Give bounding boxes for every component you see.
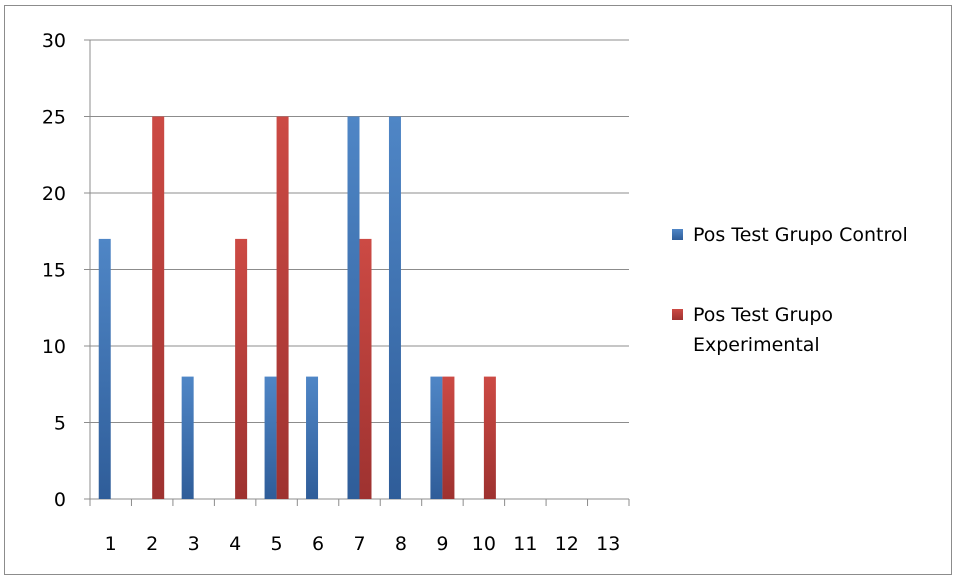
bar-experimental-4 (235, 238, 248, 499)
y-tick-label: 30 (42, 30, 66, 52)
y-tick-label: 0 (54, 489, 66, 511)
bar-experimental-10 (483, 376, 496, 499)
y-tick-label: 15 (42, 260, 66, 282)
legend-label-experimental: Experimental (693, 334, 820, 356)
bar-control-9 (430, 376, 443, 499)
x-tick-label: 12 (555, 533, 579, 555)
x-tick-label: 8 (395, 533, 407, 555)
bar-control-8 (388, 116, 401, 499)
x-tick-label: 9 (436, 533, 448, 555)
legend-label-experimental: Pos Test Grupo (693, 304, 833, 326)
y-tick-label: 10 (42, 336, 66, 358)
bars (98, 116, 496, 499)
legend-label-control: Pos Test Grupo Control (693, 224, 908, 246)
bar-control-1 (98, 238, 111, 499)
bar-control-3 (181, 376, 194, 499)
bar-experimental-7 (359, 238, 372, 499)
y-tick-label: 20 (42, 183, 66, 205)
x-tick-label: 4 (229, 533, 241, 555)
x-tick-label: 7 (353, 533, 365, 555)
legend-swatch-control (672, 229, 683, 240)
bar-experimental-2 (152, 116, 165, 499)
x-tick-label: 1 (105, 533, 117, 555)
y-tick-label: 25 (42, 107, 66, 129)
x-tick-label: 3 (188, 533, 200, 555)
bar-experimental-5 (276, 116, 289, 499)
bar-control-5 (264, 376, 277, 499)
y-tick-label: 5 (54, 413, 66, 435)
bar-control-6 (306, 376, 319, 499)
x-tick-label: 13 (596, 533, 620, 555)
legend: Pos Test Grupo Control Pos Test Grupo Expe… (672, 224, 908, 356)
x-tick-label: 11 (513, 533, 537, 555)
x-tick-label: 10 (472, 533, 496, 555)
bar-experimental-9 (442, 376, 455, 499)
legend-swatch-experimental (672, 309, 683, 320)
x-tick-label: 2 (146, 533, 158, 555)
bar-control-7 (347, 116, 360, 499)
x-tick-label: 6 (312, 533, 324, 555)
x-tick-label: 5 (271, 533, 283, 555)
